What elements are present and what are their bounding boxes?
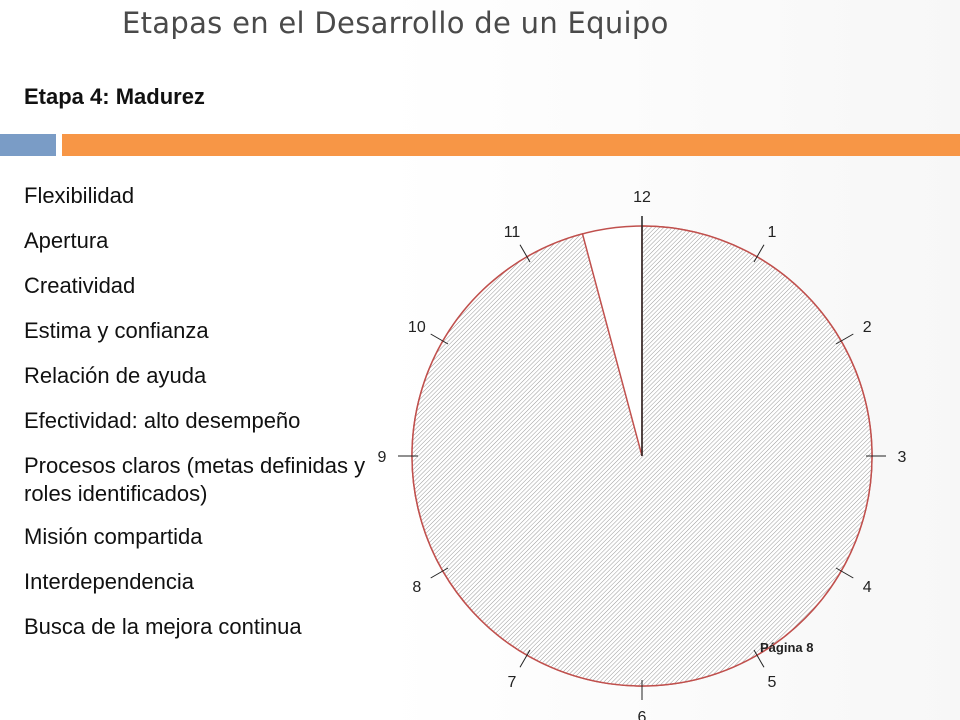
clock-number: 7 bbox=[508, 674, 517, 691]
clock-tick bbox=[519, 649, 531, 668]
list-item: Relación de ayuda bbox=[24, 363, 207, 388]
clock-face bbox=[398, 216, 886, 700]
clock-tick bbox=[835, 567, 854, 579]
clock-number: 8 bbox=[412, 579, 421, 596]
clock-tick bbox=[835, 333, 854, 345]
clock-number: 1 bbox=[768, 224, 777, 241]
list-item: Apertura bbox=[24, 228, 109, 253]
clock-number: 3 bbox=[898, 449, 907, 466]
clock-number: 2 bbox=[863, 319, 872, 336]
clock-number: 12 bbox=[633, 189, 651, 206]
clock-tick bbox=[430, 333, 449, 345]
characteristics-list: Flexibilidad Apertura Creatividad Estima… bbox=[24, 182, 404, 658]
list-item: Misión compartida bbox=[24, 524, 203, 549]
clock-tick bbox=[753, 649, 765, 668]
list-item: Interdependencia bbox=[24, 569, 195, 594]
clock-number: 4 bbox=[863, 579, 872, 596]
clock-number: 5 bbox=[768, 674, 777, 691]
clock-number: 10 bbox=[408, 319, 426, 336]
list-item: Estima y confianza bbox=[24, 318, 209, 343]
list-item: Procesos claros (metas definidas y roles… bbox=[24, 453, 366, 506]
list-item: Efectividad: alto desempeño bbox=[24, 408, 301, 433]
accent-bar-blue bbox=[0, 134, 56, 156]
clock-tick bbox=[430, 567, 449, 579]
clock-number: 9 bbox=[378, 449, 387, 466]
clock-number: 11 bbox=[504, 224, 521, 241]
page-number: Página 8 bbox=[760, 640, 814, 655]
slide-subtitle: Etapa 4: Madurez bbox=[24, 84, 205, 109]
list-item: Creatividad bbox=[24, 273, 136, 298]
list-item: Flexibilidad bbox=[24, 183, 135, 208]
clock-tick bbox=[519, 244, 531, 263]
accent-bar-orange bbox=[62, 134, 960, 156]
clock-tick bbox=[753, 244, 765, 263]
list-item: Busca de la mejora continua bbox=[24, 614, 302, 639]
clock-number: 6 bbox=[638, 709, 647, 720]
slide-title: Etapas en el Desarrollo de un Equipo bbox=[122, 6, 669, 40]
